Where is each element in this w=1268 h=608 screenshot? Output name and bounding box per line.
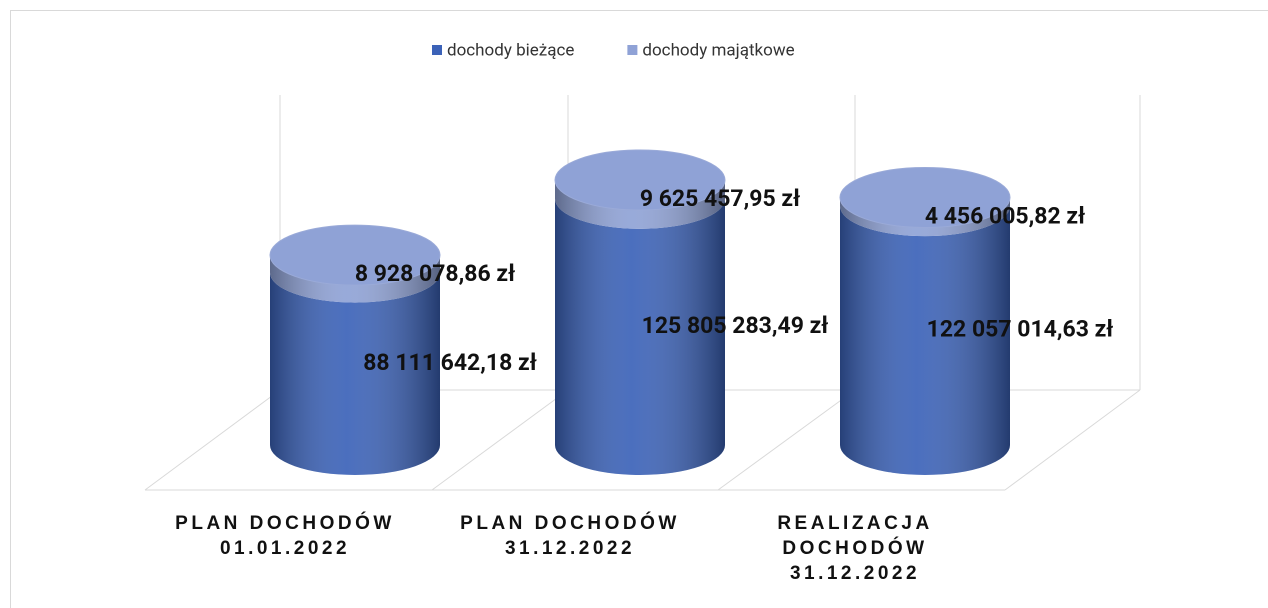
legend-swatch — [627, 45, 638, 55]
cylinder-shading — [555, 180, 725, 229]
cylinder-shading — [270, 272, 440, 475]
data-label: 88 111 642,18 zł — [363, 349, 537, 376]
legend-label: dochody majątkowe — [642, 40, 794, 60]
data-label: 125 805 283,49 zł — [642, 312, 829, 339]
cylinder-shading — [555, 198, 725, 475]
cylinder-shading — [840, 197, 1010, 237]
legend-label: dochody bieżące — [447, 40, 574, 60]
x-tick-label: PLAN DOCHODÓW 01.01.2022 — [175, 513, 395, 559]
x-tick-label: PLAN DOCHODÓW 31.12.2022 — [460, 513, 680, 559]
cylinder-shading — [840, 206, 1010, 475]
data-label: 122 057 014,63 zł — [927, 316, 1114, 343]
cylinder-top — [839, 166, 1011, 228]
legend-swatch — [432, 45, 442, 55]
data-label: 9 625 457,95 zł — [640, 185, 800, 212]
data-label: 8 928 078,86 zł — [355, 260, 515, 287]
cylinder-top — [554, 149, 726, 211]
data-label: 4 456 005,82 zł — [925, 203, 1085, 230]
chart-border — [10, 10, 1268, 608]
x-tick-label: REALIZACJA DOCHODÓW 31.12.2022 — [777, 513, 933, 584]
cylinder-shading — [270, 255, 440, 303]
cylinder-top — [269, 224, 441, 286]
legend: dochody bieżące dochody majątkowe — [432, 40, 795, 60]
